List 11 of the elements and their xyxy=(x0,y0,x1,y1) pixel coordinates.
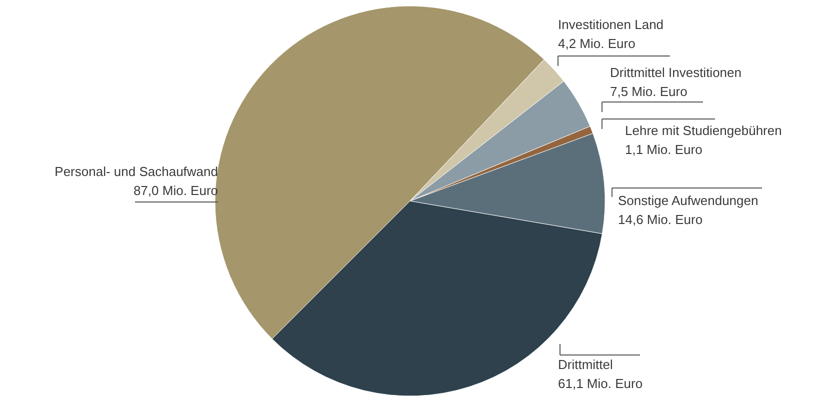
slice-label: Lehre mit Studiengebühren xyxy=(625,123,782,138)
slice-label: Investitionen Land xyxy=(558,17,664,32)
slice-label: Personal- und Sachaufwand xyxy=(54,164,218,179)
data-label: 7,5 Mio. Euro xyxy=(610,84,688,99)
slice-label: Drittmittel Investitionen xyxy=(610,65,742,80)
slice-label: Drittmittel xyxy=(558,357,613,372)
data-label: 61,1 Mio. Euro xyxy=(558,376,643,391)
data-label: 4,2 Mio. Euro xyxy=(558,36,636,51)
slice-label: Sonstige Aufwendungen xyxy=(618,193,758,208)
data-label: 1,1 Mio. Euro xyxy=(625,142,702,157)
data-label: 14,6 Mio. Euro xyxy=(618,212,703,227)
